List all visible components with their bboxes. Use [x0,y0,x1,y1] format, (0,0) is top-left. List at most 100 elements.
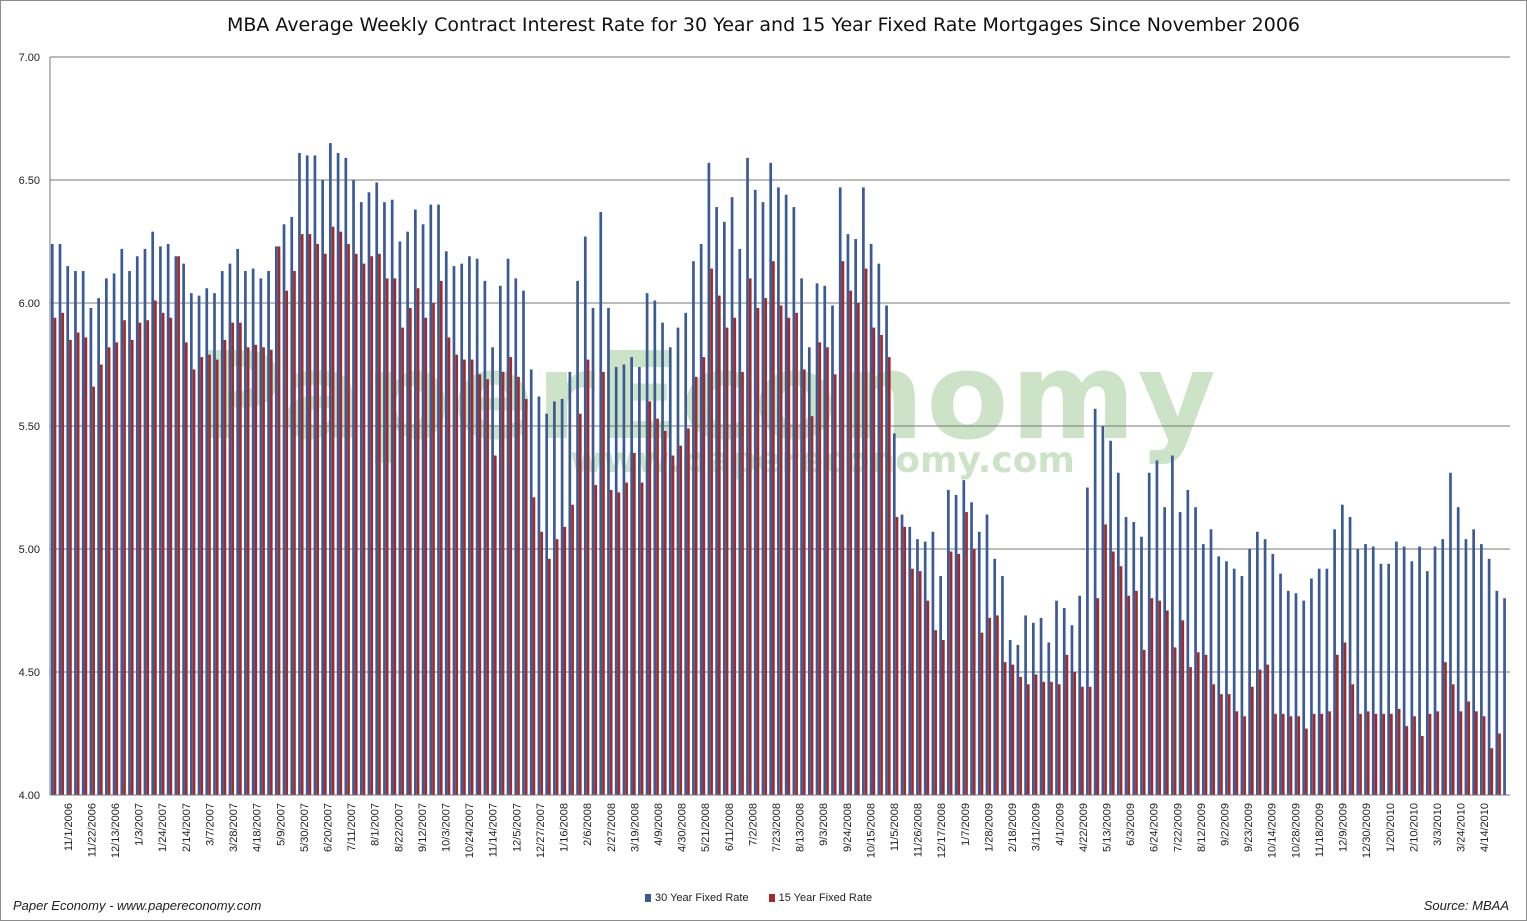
bar-15yr [810,416,814,795]
bar-30yr [1395,541,1398,795]
bar-30yr [591,307,595,795]
bar-15yr [540,531,544,795]
bar-30yr [1070,625,1074,795]
bar-15yr [663,430,667,795]
bar-15yr [996,615,999,795]
x-tick-label: 10/24/2007 [464,803,476,858]
x-tick-label: 2/27/2008 [606,803,618,852]
bar-30yr [1047,642,1051,795]
bar-15yr [1189,667,1192,795]
bar-30yr [1225,561,1228,795]
x-tick-label: 5/21/2008 [700,803,712,852]
bar-15yr [1158,600,1161,795]
bar-30yr [135,256,139,795]
bar-15yr [1003,662,1007,795]
x-tick-label: 4/9/2008 [653,803,665,846]
x-tick-label: 8/1/2007 [370,803,382,846]
bar-30yr [1317,568,1321,795]
bar-15yr [524,398,528,795]
bar-30yr [854,239,858,796]
bar-15yr [934,630,937,795]
bar-30yr [321,180,325,795]
bar-15yr [702,357,706,795]
bar-30yr [954,494,958,795]
bar-15yr [1150,598,1154,795]
bar-15yr [1088,686,1092,795]
bar-15yr [617,492,621,795]
bar-30yr [1201,544,1205,795]
x-tick-label: 6/11/2008 [724,803,736,851]
x-tick-label: 1/28/2009 [983,803,995,852]
bar-30yr [437,204,440,796]
bar-30yr [962,480,966,795]
bar-15yr [285,290,289,795]
bar-30yr [58,243,62,795]
bar-30yr [1116,472,1120,795]
bar-30yr [1155,460,1159,795]
bar-30yr [1387,563,1391,795]
x-tick-label: 11/14/2007 [488,803,500,857]
bar-15yr [1181,620,1185,795]
bar-30yr [120,248,124,795]
bar-15yr [509,357,513,795]
bar-30yr [1433,546,1437,795]
bar-30yr [1078,595,1082,795]
bar-15yr [903,526,907,795]
bar-30yr [707,162,711,795]
bar-15yr [130,339,134,795]
bar-15yr [717,295,721,795]
x-tick-label: 4/30/2008 [677,803,689,852]
bar-30yr [1410,561,1414,795]
bar-30yr [923,541,927,795]
bar-15yr [1428,713,1432,795]
bar-15yr [980,632,984,795]
legend-swatch-30yr-icon [645,894,651,902]
bar-30yr [452,266,456,796]
bar-30yr [1418,546,1421,795]
bar-15yr [1328,711,1331,795]
bar-30yr [1325,568,1329,795]
x-tick-label: 10/15/2008 [865,803,877,858]
bar-15yr [1220,694,1223,795]
y-tick-label: 6.50 [19,175,40,187]
bar-15yr [231,322,235,795]
bars-layer [50,143,1506,796]
bar-15yr [1405,726,1409,795]
bar-15yr [161,312,165,795]
bar-15yr [277,246,281,796]
bar-15yr [1250,686,1254,795]
bar-30yr [931,531,935,795]
bar-30yr [182,263,185,795]
bar-30yr [66,266,70,796]
bar-15yr [262,347,265,795]
bar-30yr [1031,622,1035,795]
bar-15yr [354,253,358,796]
bar-30yr [421,224,425,795]
bar-15yr [308,234,312,795]
bar-30yr [722,221,726,795]
bar-15yr [1335,654,1339,795]
bar-30yr [661,322,664,795]
bar-15yr [1482,716,1486,795]
bar-30yr [607,307,610,795]
bar-30yr [1209,529,1213,795]
bar-30yr [800,278,803,795]
bar-30yr [885,305,888,795]
x-tick-label: 3/3/2010 [1432,803,1444,846]
bar-15yr [53,317,57,795]
bar-15yr [779,305,783,795]
bar-30yr [81,271,85,795]
bar-30yr [815,283,819,795]
bar-15yr [107,347,111,795]
bar-15yr [1289,716,1293,795]
bar-30yr [1348,517,1352,795]
x-tick-label: 2/14/2007 [181,803,193,852]
bar-30yr [560,398,564,795]
bar-15yr [826,347,829,795]
bar-15yr [1235,711,1239,795]
bar-30yr [1456,507,1460,795]
bar-30yr [398,241,402,795]
bar-15yr [370,256,374,795]
legend-label-30yr: 30 Year Fixed Rate [655,892,749,904]
